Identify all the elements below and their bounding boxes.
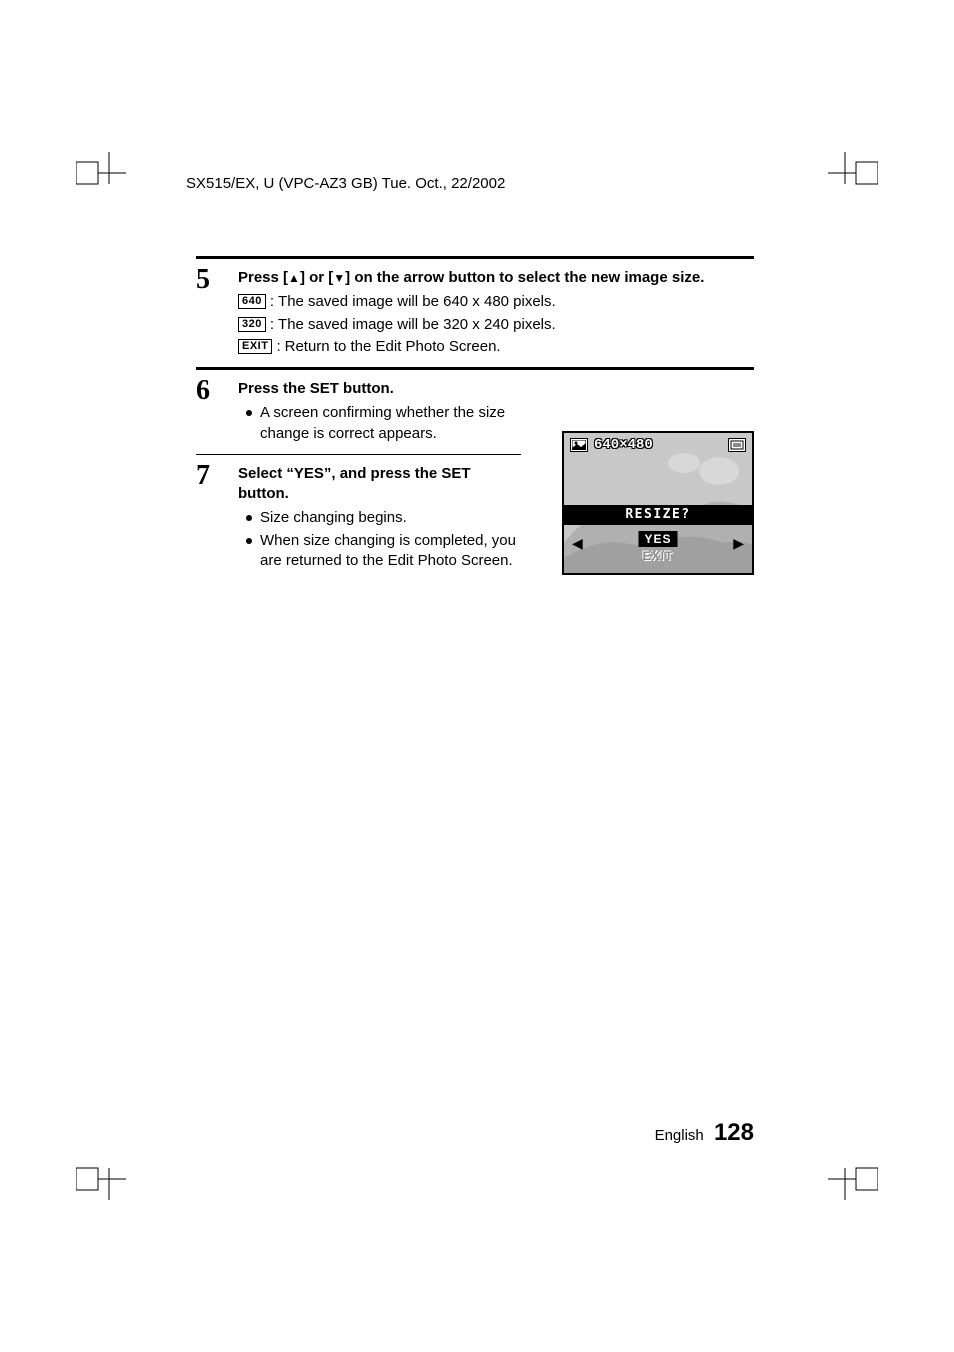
step-heading: Select “YES”, and press the SET button. [238,455,521,509]
bullet-icon [246,410,252,416]
resize-prompt: RESIZE? [564,505,752,525]
step-heading: Press [▲] or [▼] on the arrow button to … [238,259,754,292]
up-arrow-icon: ▲ [288,272,300,284]
bullet-list: A screen confirming whether the size cha… [238,403,521,444]
step-6: 6 Press the SET button. A screen confirm… [196,370,521,446]
text: ] or [ [300,269,333,286]
exit-option: EXIT [643,549,674,563]
bullet-text: Size changing begins. [260,508,407,528]
image-mode-icon [570,438,588,452]
document-header: SX515/EX, U (VPC-AZ3 GB) Tue. Oct., 22/2… [186,175,505,192]
step-number: 7 [196,455,238,492]
step-heading: Press the SET button. [238,370,521,403]
nav-left-icon: ◀ [572,535,583,552]
bullet-item: A screen confirming whether the size cha… [238,403,521,444]
crop-mark-top-right [828,152,878,202]
text: ] on the arrow button to select the new … [345,269,704,286]
option-badge: EXIT [238,339,272,354]
footer-language: English [655,1127,704,1144]
crop-mark-top-left [76,152,126,202]
step-number: 6 [196,370,238,407]
bullet-text: When size changing is completed, you are… [260,531,521,572]
option-text: Return to the Edit Photo Screen. [285,337,754,357]
down-arrow-icon: ▼ [333,272,345,284]
camera-screen-illustration: 640×480 RESIZE? YES EXIT ◀ ▶ [562,431,754,575]
crop-mark-bottom-right [828,1150,878,1200]
screen-top-row: 640×480 [570,437,746,453]
page-footer: English 128 [655,1119,754,1147]
colon: : [276,337,280,357]
option-text: The saved image will be 640 x 480 pixels… [278,292,754,312]
yes-option: YES [638,531,677,547]
option-badge: 640 [238,294,266,309]
bullet-icon [246,515,252,521]
option-list: 640:The saved image will be 640 x 480 pi… [238,292,754,357]
resolution-label: 640×480 [592,437,724,453]
nav-right-icon: ▶ [733,535,744,552]
option-text: The saved image will be 320 x 240 pixels… [278,315,754,335]
step-number: 5 [196,259,238,296]
bullet-item: When size changing is completed, you are… [238,531,521,572]
page-number: 128 [714,1119,754,1146]
bullet-item: Size changing begins. [238,508,521,528]
crop-mark-bottom-left [76,1150,126,1200]
bullet-icon [246,538,252,544]
colon: : [270,292,274,312]
option-640: 640:The saved image will be 640 x 480 pi… [238,292,754,312]
content-area: 5 Press [▲] or [▼] on the arrow button t… [196,256,754,573]
text: Press [ [238,269,288,286]
bullet-list: Size changing begins. When size changing… [238,508,521,571]
bullet-text: A screen confirming whether the size cha… [260,403,521,444]
step-5: 5 Press [▲] or [▼] on the arrow button t… [196,259,754,359]
option-badge: 320 [238,317,266,332]
option-exit: EXIT:Return to the Edit Photo Screen. [238,337,754,357]
step-7: 7 Select “YES”, and press the SET button… [196,455,521,573]
colon: : [270,315,274,335]
option-320: 320:The saved image will be 320 x 240 pi… [238,315,754,335]
card-icon [728,438,746,452]
